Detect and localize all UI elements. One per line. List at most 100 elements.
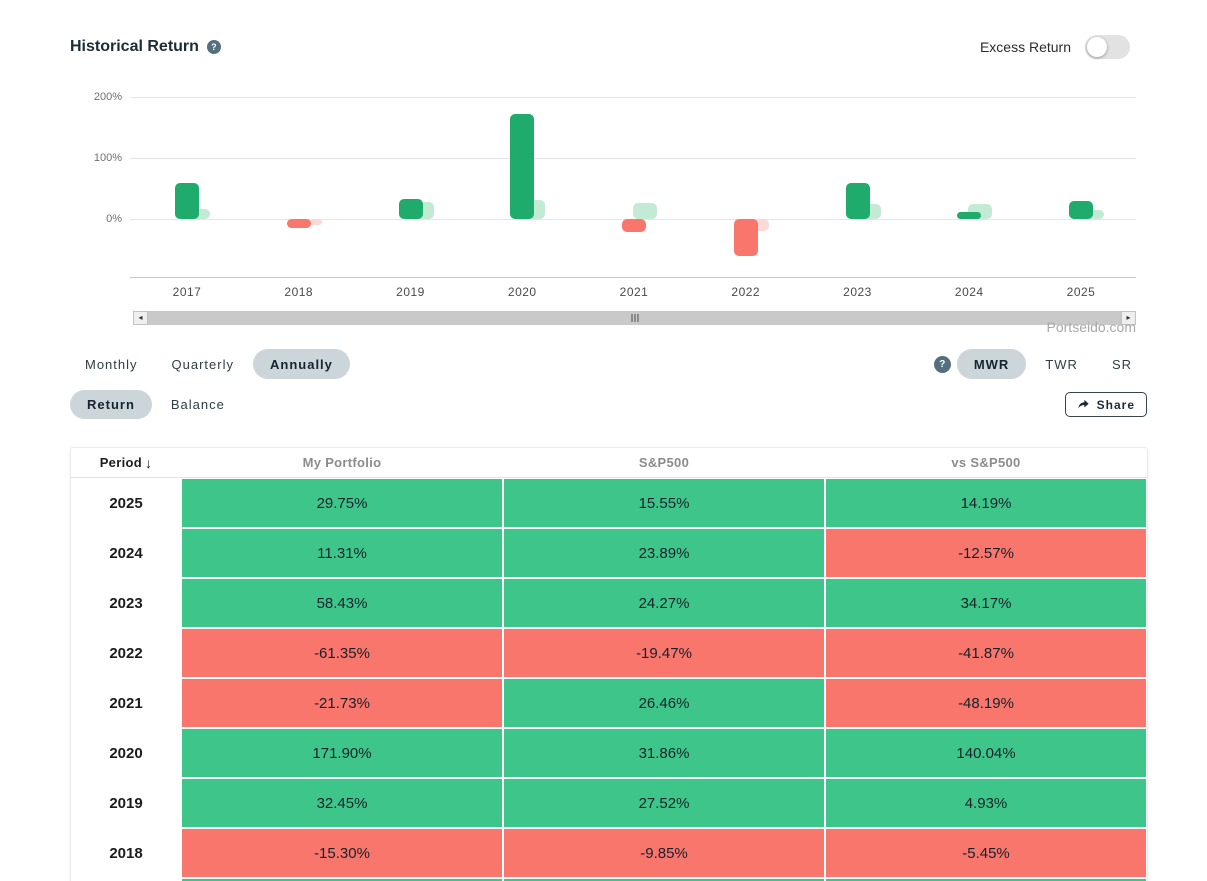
- watermark: Portseido.com: [1046, 319, 1136, 335]
- scroll-right-button[interactable]: ▸: [1121, 311, 1136, 325]
- period-cell: [71, 878, 181, 881]
- table-row: 2021 -21.73% 26.46% -48.19%: [71, 678, 1147, 728]
- y-axis-tick-label: 100%: [93, 152, 122, 164]
- share-button[interactable]: Share: [1064, 392, 1147, 417]
- table-row: 2025 29.75% 15.55% 14.19%: [71, 478, 1147, 528]
- portfolio-bar[interactable]: [175, 183, 199, 219]
- value-cell: 11.31%: [182, 529, 502, 577]
- scrollbar-grip[interactable]: [631, 314, 638, 322]
- value-cell: [182, 879, 502, 881]
- period-cell: 2018: [71, 828, 181, 878]
- x-axis-tick-label: 2025: [1066, 285, 1096, 299]
- excess-return-label: Excess Return: [979, 39, 1071, 55]
- table-row: [71, 878, 1147, 881]
- table-body: 2025 29.75% 15.55% 14.19% 2024 11.31% 23.89% -1…: [71, 478, 1147, 881]
- value-cell: 15.55%: [504, 479, 824, 527]
- value-cell: 58.43%: [182, 579, 502, 627]
- frequency-tabs: Monthly Quarterly Annually: [70, 349, 354, 379]
- portfolio-bar[interactable]: [957, 212, 982, 219]
- column-header-my-portfolio[interactable]: My Portfolio: [302, 455, 382, 470]
- value-cell: 140.04%: [826, 729, 1146, 777]
- tab-monthly[interactable]: Monthly: [85, 356, 138, 372]
- help-icon[interactable]: ?: [206, 40, 221, 54]
- tab-mwr[interactable]: MWR: [956, 349, 1027, 379]
- value-cell: 32.45%: [182, 779, 502, 827]
- share-label: Share: [1096, 397, 1135, 412]
- portfolio-bar[interactable]: [510, 114, 535, 219]
- value-cell: 171.90%: [182, 729, 502, 777]
- value-cell: 26.46%: [504, 679, 824, 727]
- value-cell: 34.17%: [826, 579, 1146, 627]
- portfolio-bar[interactable]: [1069, 200, 1093, 219]
- x-axis-tick-label: 2020: [507, 285, 537, 299]
- value-cell: [826, 879, 1146, 881]
- table-row: 2020 171.90% 31.86% 140.04%: [71, 728, 1147, 778]
- value-cell: 24.27%: [504, 579, 824, 627]
- x-axis-tick-label: 2018: [284, 285, 314, 299]
- mwr-help-icon[interactable]: ?: [933, 355, 951, 373]
- value-cell: 23.89%: [504, 529, 824, 577]
- tab-return[interactable]: Return: [70, 390, 152, 419]
- period-cell: 2023: [71, 578, 181, 628]
- column-header-sp500[interactable]: S&P500: [638, 455, 690, 470]
- x-axis-tick-label: 2021: [619, 285, 649, 299]
- share-icon: [1078, 399, 1089, 409]
- value-cell: -61.35%: [182, 629, 502, 677]
- measure-tabs: ? MWR TWR SR: [933, 349, 1147, 379]
- value-cell: -9.85%: [504, 829, 824, 877]
- sort-desc-icon: ↓: [144, 454, 153, 471]
- header-bar: Historical Return ? Excess Return: [70, 33, 1130, 61]
- scroll-left-button[interactable]: ◂: [133, 311, 148, 325]
- tab-annually[interactable]: Annually: [253, 349, 350, 379]
- value-cell: -12.57%: [826, 529, 1146, 577]
- x-axis-tick-label: 2019: [396, 285, 425, 299]
- gridline: [130, 97, 1136, 98]
- chart-scrollbar[interactable]: ◂ ▸: [133, 311, 1136, 325]
- x-axis-tick-label: 2022: [731, 285, 761, 299]
- historical-return-chart: 200% 100% 0% 2017 2018 2019 2020 2021 2022 2023 20…: [70, 85, 1147, 303]
- y-axis-tick-label: 200%: [93, 91, 122, 103]
- table-row: 2023 58.43% 24.27% 34.17%: [71, 578, 1147, 628]
- portfolio-bar[interactable]: [622, 219, 646, 233]
- returns-table: Period ↓ My Portfolio S&P500 vs S&P500 2…: [70, 447, 1148, 881]
- x-axis-tick-label: 2017: [172, 285, 202, 299]
- portfolio-bar[interactable]: [286, 219, 311, 229]
- benchmark-bar[interactable]: [633, 202, 657, 219]
- table-row: 2018 -15.30% -9.85% -5.45%: [71, 828, 1147, 878]
- period-header-label: Period: [99, 455, 142, 470]
- x-axis-tick-label: 2024: [954, 285, 984, 299]
- period-cell: 2024: [71, 528, 181, 578]
- portfolio-bar[interactable]: [845, 183, 870, 219]
- gridline: [130, 158, 1136, 159]
- portfolio-bar[interactable]: [398, 199, 423, 219]
- portfolio-bar[interactable]: [733, 219, 758, 257]
- value-cell: -5.45%: [826, 829, 1146, 877]
- scrollbar-track[interactable]: [148, 311, 1121, 325]
- value-cell: 14.19%: [826, 479, 1146, 527]
- x-axis-tick-label: 2023: [843, 285, 872, 299]
- value-cell: -21.73%: [182, 679, 502, 727]
- period-cell: 2022: [71, 628, 181, 678]
- period-cell: 2025: [71, 478, 181, 528]
- table-row: 2022 -61.35% -19.47% -41.87%: [71, 628, 1147, 678]
- table-row: 2019 32.45% 27.52% 4.93%: [71, 778, 1147, 828]
- y-axis-tick-label: 0%: [106, 213, 122, 225]
- x-axis-line: [130, 277, 1136, 278]
- tab-balance[interactable]: Balance: [170, 397, 225, 412]
- tab-twr[interactable]: TWR: [1045, 356, 1078, 372]
- value-cell: -48.19%: [826, 679, 1146, 727]
- controls-row-view: Return Balance Share: [70, 390, 1147, 419]
- tab-sr[interactable]: SR: [1111, 356, 1132, 372]
- excess-return-group: Excess Return: [980, 35, 1130, 59]
- period-cell: 2019: [71, 778, 181, 828]
- value-cell: -19.47%: [504, 629, 824, 677]
- column-header-period[interactable]: Period ↓: [71, 455, 181, 471]
- value-cell: -15.30%: [182, 829, 502, 877]
- excess-return-toggle[interactable]: [1085, 35, 1130, 59]
- controls-row-frequency: Monthly Quarterly Annually ? MWR TWR SR: [70, 349, 1147, 379]
- value-cell: -41.87%: [826, 629, 1146, 677]
- value-cell: 31.86%: [504, 729, 824, 777]
- period-cell: 2020: [71, 728, 181, 778]
- tab-quarterly[interactable]: Quarterly: [171, 356, 234, 372]
- column-header-vs-sp500[interactable]: vs S&P500: [951, 455, 1021, 470]
